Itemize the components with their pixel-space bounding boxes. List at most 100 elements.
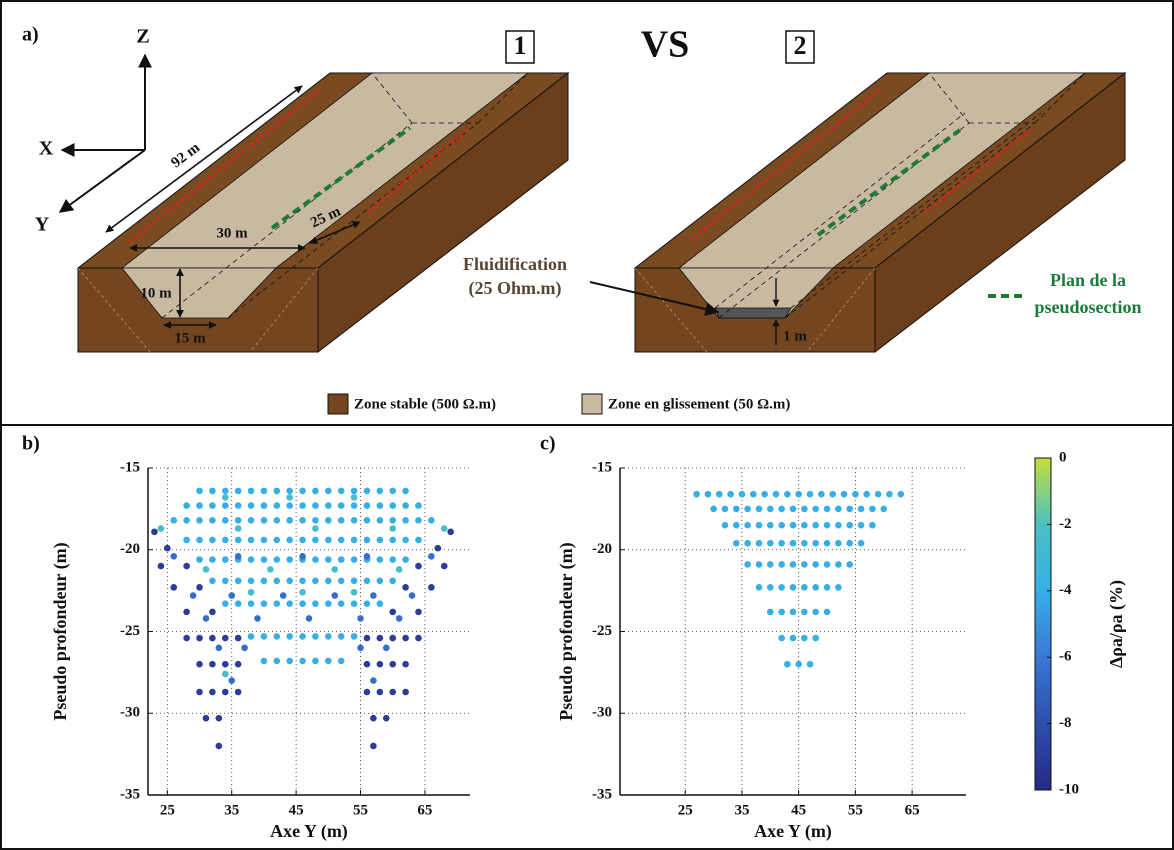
annotation: (25 Ohm.m) [469, 278, 562, 299]
data-point [846, 521, 854, 529]
data-point [350, 494, 358, 501]
x-tick-label: 55 [848, 802, 863, 818]
data-point [840, 490, 848, 498]
data-point [260, 487, 268, 495]
data-point [857, 539, 865, 547]
data-point [835, 561, 842, 568]
data-point [389, 556, 397, 563]
y-tick-label: -35 [120, 786, 140, 802]
data-point [260, 577, 268, 585]
x-tick-label: 45 [791, 802, 806, 818]
data-point [350, 502, 358, 509]
x-tick-label: 35 [224, 802, 239, 818]
data-point [350, 588, 358, 596]
model-number: 2 [794, 31, 807, 60]
data-point [370, 742, 377, 750]
data-point [744, 561, 751, 568]
data-point [254, 615, 261, 622]
data-point [325, 517, 332, 524]
data-point [389, 660, 397, 668]
x-axis-label: Axe Y (m) [270, 821, 348, 842]
data-point [389, 536, 397, 544]
data-point [415, 608, 422, 616]
data-point [170, 517, 178, 524]
panel-label: b) [22, 433, 40, 455]
data-point [357, 615, 364, 622]
data-point [196, 517, 203, 524]
data-point [312, 556, 319, 563]
data-point [784, 490, 791, 498]
data-point [744, 521, 751, 529]
data-point [767, 539, 774, 547]
data-point [370, 714, 377, 722]
data-point [157, 525, 165, 532]
data-point [389, 517, 397, 524]
data-point [260, 536, 268, 544]
data-point [897, 490, 905, 498]
data-point [363, 502, 371, 509]
y-tick-label: -25 [592, 623, 612, 639]
data-point [767, 584, 774, 591]
data-point [778, 505, 785, 513]
data-point [801, 561, 808, 568]
data-point [801, 584, 808, 591]
data-point [778, 521, 785, 529]
data-point [325, 536, 332, 544]
data-point [440, 562, 448, 570]
data-point [196, 556, 203, 563]
data-point [835, 539, 842, 547]
data-point [247, 536, 255, 544]
data-point [693, 490, 700, 498]
data-point [247, 588, 255, 596]
data-point [732, 505, 740, 513]
data-point [789, 561, 797, 568]
data-point [382, 644, 390, 652]
data-point [234, 502, 242, 509]
data-point [801, 608, 808, 616]
data-point [183, 562, 190, 570]
data-point [363, 487, 371, 495]
data-point [370, 677, 377, 684]
data-point [337, 633, 345, 640]
colorbar-tick-label: -2 [1059, 516, 1072, 532]
data-point [196, 660, 203, 668]
data-point [337, 487, 345, 495]
data-point [363, 660, 371, 668]
data-point [727, 490, 734, 498]
axis-x-label: X [39, 138, 54, 160]
data-point [732, 539, 740, 547]
y-tick-label: -35 [592, 786, 612, 802]
data-point [789, 608, 797, 616]
data-point [286, 536, 293, 544]
data-point [221, 670, 229, 678]
legend-label: Zone stable (500 Ω.m) [354, 396, 496, 412]
data-point [721, 521, 729, 529]
data-point [260, 600, 268, 608]
data-point [183, 634, 190, 642]
data-point [312, 502, 319, 509]
data-point [415, 517, 422, 524]
data-point [273, 657, 281, 665]
data-point [402, 688, 409, 696]
data-point [312, 536, 319, 544]
data-point [363, 688, 371, 696]
data-point [234, 577, 242, 585]
data-point [846, 539, 854, 547]
data-point [350, 517, 358, 524]
data-point [402, 584, 409, 591]
data-point [806, 490, 814, 498]
data-point [337, 577, 345, 585]
data-point [823, 521, 831, 529]
data-point [428, 584, 435, 591]
dimensions [105, 85, 361, 329]
x-tick-label: 25 [160, 802, 175, 818]
y-tick-label: -15 [120, 459, 140, 475]
data-point [286, 577, 293, 585]
data-point [299, 502, 306, 509]
data-point [209, 487, 216, 495]
data-point [209, 556, 216, 563]
data-point [209, 634, 216, 642]
data-point [209, 660, 216, 668]
data-point [721, 505, 729, 513]
data-point [363, 600, 371, 608]
